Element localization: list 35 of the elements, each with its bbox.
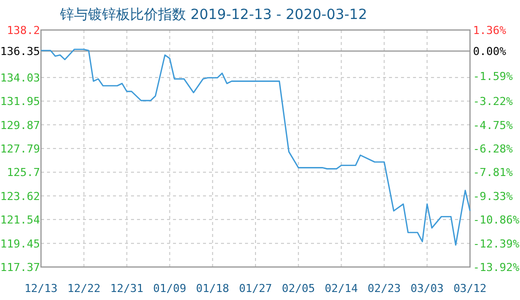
y-tick-label: 136.35 [0,45,40,58]
line-series [40,48,471,246]
y2-tick-label: 0.00% [473,45,506,58]
y-tick-label: 129.87 [0,118,40,132]
y-tick-label: 138.2 [6,24,40,37]
y-tick-label: 119.45 [0,237,40,250]
y2-tick-label: -7.81% [473,166,514,180]
y-tick-label: 125.7 [6,166,40,180]
y2-tick-label: -1.59% [473,70,514,83]
y2-tick-label: -13.92% [473,261,520,274]
y-tick-label: 123.62 [0,190,40,203]
x-tick-label: 01/27 [238,282,272,295]
x-tick-label: 01/09 [153,282,186,295]
x-tick-label: 02/05 [282,282,315,295]
y-tick-label: 117.37 [0,261,40,274]
y-tick-label: 134.03 [0,71,40,84]
chart-title: 锌与镀锌板比价指数 2019-12-13 - 2020-03-12 [59,7,368,23]
y2-tick-label: -12.39% [473,237,520,250]
y-tick-label: 127.79 [0,142,40,156]
x-tick-label: 01/18 [196,282,230,295]
x-tick-label: 02/23 [368,282,401,295]
y-tick-label: 131.95 [0,95,40,108]
x-tick-label: 12/13 [24,282,58,295]
x-tick-label: 03/03 [410,282,444,295]
y2-tick-label: -10.86% [473,214,520,227]
y2-tick-label: -9.33% [473,190,514,203]
y2-tick-label: -4.75% [473,118,514,132]
y2-tick-label: 1.36% [473,24,506,37]
y2-tick-label: -6.28% [473,142,514,156]
x-tick-label: 12/31 [110,282,144,295]
x-tick-label: 02/14 [324,282,358,295]
y2-tick-label: -3.22% [473,95,514,108]
y-tick-label: 121.54 [0,214,40,227]
x-tick-label: 12/22 [67,282,100,295]
x-tick-label: 03/12 [453,282,487,295]
